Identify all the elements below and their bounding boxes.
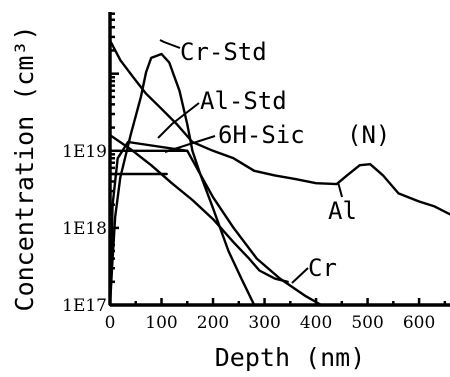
x-tick-label: 0 <box>105 313 116 333</box>
series-line-cr-std <box>108 52 256 307</box>
annotation-al-std: Al-Std <box>200 87 287 115</box>
x-tick-label: 200 <box>197 313 229 333</box>
leader-cr-std <box>159 39 181 49</box>
y-tick-label: 1E19 <box>62 142 107 162</box>
x-tick-label: 500 <box>351 313 383 333</box>
y-tick-label: 1E18 <box>62 219 107 239</box>
x-tick-label: 300 <box>248 313 280 333</box>
series-line-cr <box>108 133 289 283</box>
annotation-al: Al <box>328 197 357 225</box>
labels-layer: Depth (nm) Concentration (cm³) Cr-Std Al-St… <box>10 26 390 372</box>
annotation-cr-std: Cr-Std <box>180 38 267 66</box>
axes-layer: 1E17 1E18 1E19 0 100 200 300 400 500 600 <box>62 12 450 333</box>
curves-layer <box>108 39 450 307</box>
leader-6h-sic <box>164 135 216 153</box>
x-tick-label: 600 <box>403 313 435 333</box>
leader-al-std <box>157 102 200 139</box>
annotation-cr: Cr <box>308 254 337 282</box>
series-line-al <box>108 39 450 216</box>
leader-lines <box>157 39 343 284</box>
y-axis-title: Concentration (cm³) <box>10 26 39 312</box>
x-tick-label: 100 <box>145 313 177 333</box>
y-tick-label: 1E17 <box>62 296 107 316</box>
leader-cr <box>291 267 309 284</box>
leader-al <box>337 181 343 198</box>
annotation-n: (N) <box>347 121 390 149</box>
x-tick-label: 400 <box>300 313 332 333</box>
annotation-6h-sic: 6H-Sic <box>218 121 305 149</box>
x-axis-title: Depth (nm) <box>215 343 366 372</box>
